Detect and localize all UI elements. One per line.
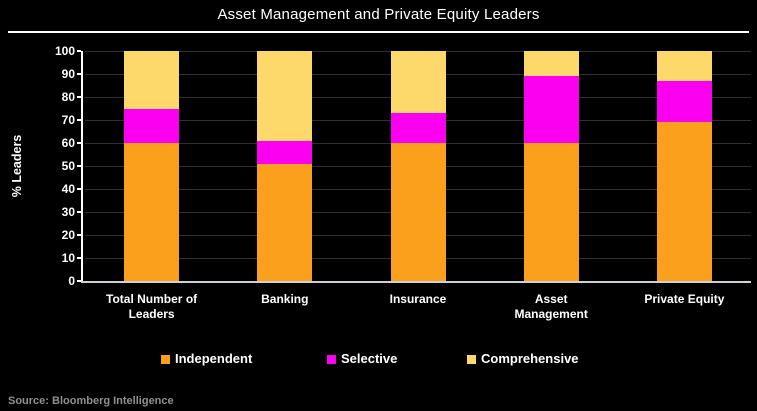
legend-swatch-independent [161, 354, 170, 364]
y-axis-line [81, 51, 83, 283]
bar-segment-selective-5 [656, 80, 712, 123]
legend-label: Selective [341, 351, 398, 366]
y-tick-mark-0 [77, 280, 81, 282]
y-tick-label-20: 20 [61, 228, 75, 242]
y-tick-mark-70 [77, 119, 81, 121]
chart-title: Asset Management and Private Equity Lead… [217, 6, 540, 23]
bar-segment-independent-4 [523, 143, 579, 281]
bar-segment-comprehensive-2 [257, 51, 313, 141]
y-tick-label-0: 0 [68, 274, 75, 288]
y-tick-mark-40 [77, 188, 81, 190]
y-tick-label-50: 50 [61, 159, 75, 173]
y-tick-mark-20 [77, 234, 81, 236]
y-tick-mark-30 [77, 211, 81, 213]
bar-segment-independent-3 [390, 143, 446, 281]
legend-item-comprehensive: Comprehensive [467, 351, 579, 367]
x-category-label-2: Banking [261, 292, 309, 306]
y-tick-mark-10 [77, 257, 81, 259]
y-tick-label-40: 40 [61, 182, 75, 196]
x-category-label-3: Insurance [389, 292, 447, 306]
y-tick-label-100: 100 [54, 44, 75, 58]
x-category-label-1: Total Number of Leaders [106, 292, 198, 321]
bar-segment-independent-1 [124, 143, 180, 281]
title-divider [8, 31, 749, 33]
bar-segment-comprehensive-4 [523, 51, 579, 77]
y-tick-label-70: 70 [61, 113, 75, 127]
y-tick-label-90: 90 [61, 67, 75, 81]
y-tick-mark-60 [77, 142, 81, 144]
legend: Independent Selective Comprehensive [0, 351, 757, 367]
x-category-label-4: Asset Management [514, 292, 588, 321]
y-axis-title: % Leaders [10, 134, 24, 198]
legend-item-selective: Selective [327, 351, 397, 367]
bar-segment-selective-4 [523, 76, 579, 143]
bar-segment-comprehensive-3 [390, 51, 446, 114]
bar-segment-selective-3 [390, 113, 446, 143]
legend-label: Independent [175, 351, 253, 366]
source-note: Source: Bloomberg Intelligence [8, 395, 174, 407]
legend-label: Comprehensive [481, 351, 579, 366]
x-axis-line [81, 281, 751, 283]
y-tick-mark-100 [77, 50, 81, 52]
bar-segment-comprehensive-1 [124, 51, 180, 109]
y-tick-label-80: 80 [61, 90, 75, 104]
y-tick-label-60: 60 [61, 136, 75, 150]
y-tick-label-10: 10 [61, 251, 75, 265]
legend-swatch-comprehensive [467, 354, 476, 364]
bar-segment-independent-5 [656, 122, 712, 281]
bar-segment-selective-1 [124, 108, 180, 143]
bar-segment-comprehensive-5 [656, 51, 712, 81]
legend-item-independent: Independent [161, 351, 252, 367]
bar-segment-selective-2 [257, 140, 313, 164]
x-category-label-5: Private Equity [644, 292, 725, 306]
y-tick-mark-90 [77, 73, 81, 75]
y-tick-mark-50 [77, 165, 81, 167]
y-tick-label-30: 30 [61, 205, 75, 219]
bar-segment-independent-2 [257, 163, 313, 281]
legend-swatch-selective [327, 354, 336, 364]
y-tick-mark-80 [77, 96, 81, 98]
